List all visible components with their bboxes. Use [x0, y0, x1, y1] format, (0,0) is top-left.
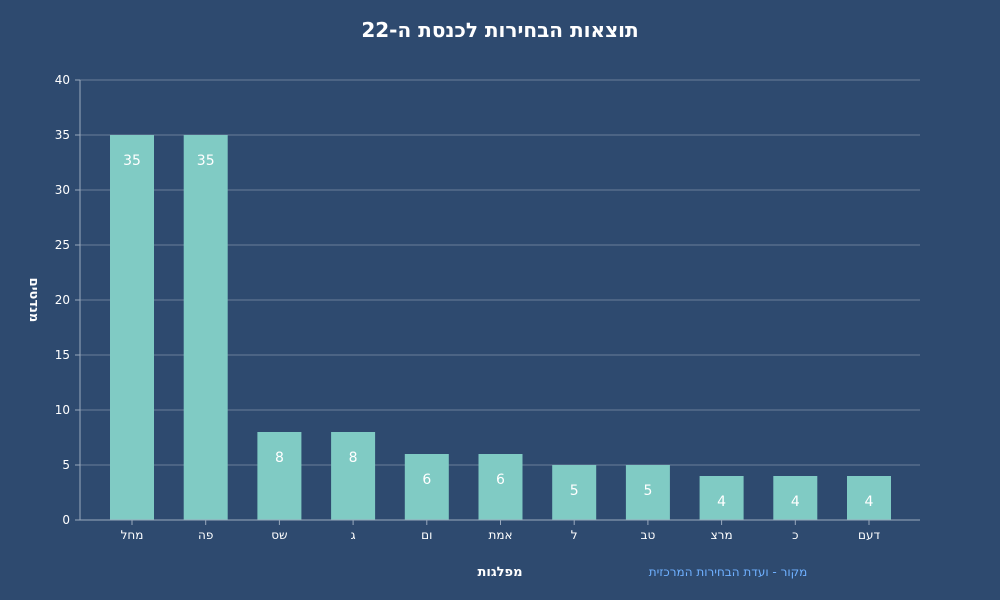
y-tick-label: 30 — [55, 183, 70, 197]
bar — [183, 135, 228, 520]
x-tick-label: דעם — [858, 528, 880, 542]
y-tick-label: 5 — [62, 458, 70, 472]
y-tick-label: 10 — [55, 403, 70, 417]
bar — [552, 465, 597, 520]
data-label: 8 — [349, 450, 358, 466]
x-tick-label: מרצ — [711, 528, 733, 542]
x-tick-label: מחל — [121, 528, 144, 542]
data-label: 35 — [123, 153, 141, 169]
data-label: 6 — [422, 472, 431, 488]
bars: 35 35 8 8 6 6 5 5 4 4 4 — [110, 135, 891, 520]
data-label: 5 — [643, 483, 652, 499]
bar — [478, 454, 523, 520]
data-label: 4 — [717, 494, 726, 510]
y-tick-label: 35 — [55, 128, 70, 142]
data-label: 6 — [496, 472, 505, 488]
x-tick-label: ום — [421, 528, 432, 542]
x-tick-label: אמת — [488, 528, 512, 542]
x-tick-label: טב — [641, 528, 656, 542]
data-label: 4 — [865, 494, 874, 510]
data-label: 4 — [791, 494, 800, 510]
source-label: מקור - ועדת הבחירות המרכזית — [649, 565, 808, 579]
data-label: 35 — [197, 153, 215, 169]
bar — [257, 432, 302, 520]
y-tick-label: 20 — [55, 293, 70, 307]
data-label: 8 — [275, 450, 284, 466]
y-tick-label: 0 — [62, 513, 70, 527]
x-tick-label: שס — [271, 528, 287, 542]
data-label: 5 — [570, 483, 579, 499]
x-tick-label: כ — [792, 528, 798, 542]
y-tick-label: 25 — [55, 238, 70, 252]
bar — [110, 135, 154, 520]
bar — [625, 465, 670, 520]
y-axis-title: מנדטים — [26, 278, 41, 323]
x-tick-label: ג — [351, 528, 356, 542]
axes: 0 5 10 15 20 25 30 35 40 מחל פה שס ג ום אמת ל טב מרצ כ דעם — [55, 73, 920, 542]
bar — [699, 476, 744, 520]
bar — [773, 476, 818, 520]
bar — [404, 454, 449, 520]
bar — [331, 432, 376, 520]
chart-title: תוצאות הבחירות לכנסת ה-22 — [361, 18, 639, 42]
y-tick-label: 40 — [55, 73, 70, 87]
bar — [847, 476, 891, 520]
x-tick-label: ל — [571, 528, 578, 542]
x-axis-title: מפלגות — [478, 565, 523, 580]
y-tick-label: 15 — [55, 348, 70, 362]
x-tick-label: פה — [198, 528, 213, 542]
